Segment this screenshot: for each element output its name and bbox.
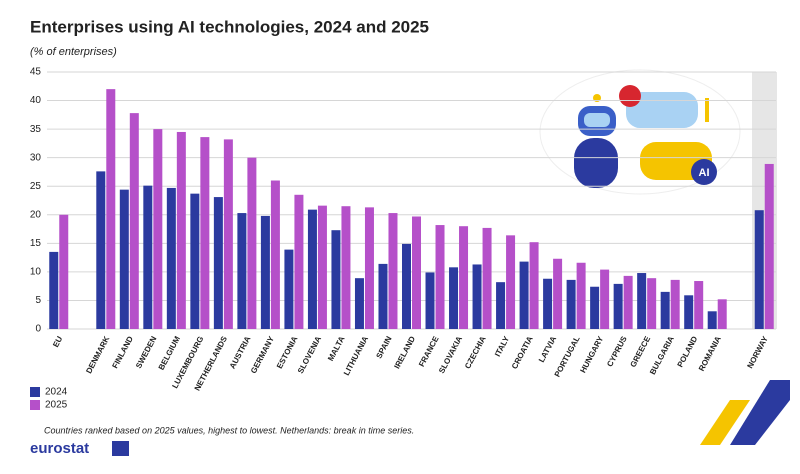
bar	[388, 213, 398, 329]
bar	[331, 230, 341, 329]
bar	[553, 258, 563, 329]
eu-flag	[112, 441, 129, 456]
bar	[543, 278, 553, 329]
bar	[129, 113, 139, 330]
bar	[166, 187, 176, 329]
y-tick-label: 30	[30, 152, 42, 163]
chart-title: Enterprises using AI technologies, 2024 …	[30, 17, 429, 36]
bar	[143, 185, 153, 329]
illustration: AI	[539, 69, 741, 195]
bar	[307, 209, 317, 329]
bar	[613, 283, 623, 329]
y-tick-label: 25	[30, 181, 42, 192]
bar	[482, 227, 492, 329]
bar	[402, 243, 411, 329]
legend-swatch	[30, 387, 40, 397]
chart-subtitle: (% of enterprises)	[30, 46, 117, 58]
robot-face	[584, 113, 610, 127]
bar	[566, 279, 576, 329]
bar	[284, 249, 294, 329]
bar	[247, 157, 257, 329]
bar	[354, 278, 364, 329]
bar	[190, 193, 200, 329]
bar	[153, 129, 163, 329]
bar	[260, 215, 270, 329]
bar	[459, 226, 469, 329]
bar	[96, 171, 106, 329]
bar	[317, 205, 327, 329]
robot-antenna	[593, 94, 601, 102]
bar	[506, 235, 516, 329]
y-tick-label: 5	[35, 295, 41, 306]
bar	[176, 131, 186, 329]
bar	[717, 299, 727, 329]
y-tick-label: 20	[30, 209, 42, 220]
bar	[623, 275, 633, 329]
ai-badge	[691, 159, 717, 185]
bar	[237, 213, 247, 329]
bar	[435, 225, 445, 329]
bar	[49, 251, 59, 329]
bar	[637, 273, 647, 329]
y-tick-label: 10	[30, 267, 42, 278]
footnote: Countries ranked based on 2025 values, h…	[44, 425, 414, 435]
bar	[119, 189, 129, 329]
bar	[496, 282, 506, 329]
bar	[684, 295, 694, 329]
robot-body	[574, 138, 618, 188]
legend-swatch	[30, 400, 40, 410]
bar	[223, 139, 233, 329]
bar	[754, 210, 764, 329]
decor	[730, 380, 790, 445]
y-tick-label: 0	[35, 324, 41, 335]
bar	[670, 279, 680, 329]
y-tick-label: 15	[30, 238, 42, 249]
bar	[449, 267, 459, 329]
legend-label: 2024	[45, 387, 68, 398]
ai-badge-text: AI	[699, 167, 710, 179]
bar	[213, 197, 223, 329]
logo: eurostat	[30, 440, 89, 457]
bar	[425, 272, 435, 329]
decor	[700, 400, 750, 445]
bar	[576, 262, 586, 329]
bar	[294, 194, 304, 329]
bar	[764, 163, 774, 329]
bar	[59, 214, 69, 329]
exclamation	[705, 98, 709, 122]
bar	[647, 278, 657, 329]
y-tick-label: 35	[30, 124, 42, 135]
bar	[600, 269, 610, 329]
y-tick-label: 45	[30, 67, 42, 78]
user-icon	[619, 85, 641, 107]
y-tick-label: 40	[30, 95, 42, 106]
bar	[106, 89, 116, 329]
bar	[270, 180, 280, 329]
legend-label: 2025	[45, 400, 68, 411]
bar	[472, 264, 482, 329]
bar	[364, 207, 374, 329]
bar	[341, 206, 351, 329]
bar	[378, 263, 388, 329]
bar	[660, 291, 670, 329]
bar	[707, 311, 717, 329]
bar	[694, 281, 704, 329]
bar	[412, 216, 421, 329]
bar	[529, 242, 539, 329]
bar	[519, 261, 529, 329]
bar	[200, 137, 210, 329]
bar	[590, 286, 600, 329]
